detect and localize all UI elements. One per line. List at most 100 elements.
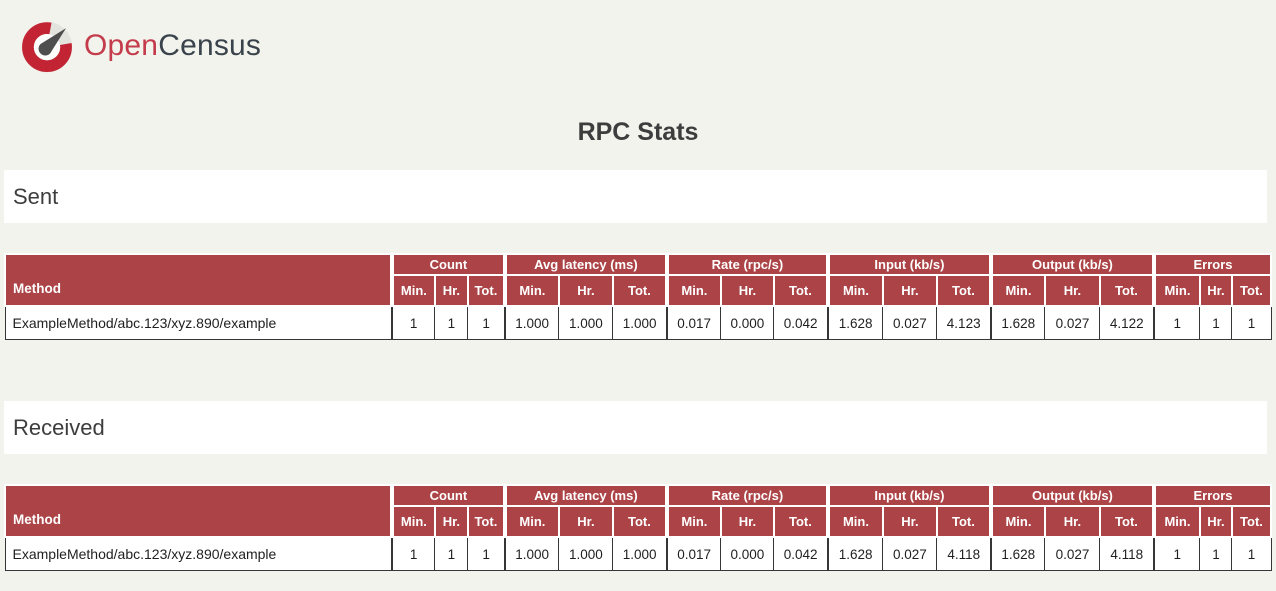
sub-header-avg-latency-hr: Hr.	[557, 274, 614, 307]
sub-header-avg-latency-min: Min.	[502, 274, 560, 307]
method-cell: ExampleMethod/abc.123/xyz.890/example	[4, 305, 393, 340]
value-cell: 1	[434, 536, 469, 571]
sub-header-count-hr: Hr.	[433, 274, 469, 307]
sub-header-row: Min. Hr. Tot. Min. Hr. Tot. Min. Hr. Tot. Min. Hr.…	[5, 274, 1273, 307]
sub-header-rate-min: Min.	[664, 274, 722, 307]
value-cell: 4.122	[1099, 305, 1155, 340]
group-header-avg-latency: Avg latency (ms)	[502, 484, 668, 507]
sub-header-output-tot: Tot.	[1098, 505, 1155, 538]
value-cell: 1.628	[826, 536, 884, 571]
sub-header-errors-hr: Hr.	[1198, 274, 1233, 307]
sent-heading-band: Sent	[4, 170, 1267, 223]
sub-header-output-hr: Hr.	[1043, 505, 1101, 538]
sub-header-count-min: Min.	[389, 505, 436, 538]
sub-header-rate-hr: Hr.	[719, 505, 775, 538]
sub-header-count-tot: Tot.	[466, 505, 506, 538]
sub-header-rate-tot: Tot.	[772, 274, 829, 307]
sub-header-errors-hr: Hr.	[1198, 505, 1233, 538]
group-header-input: Input (kb/s)	[825, 253, 992, 276]
section-received: Received Method Count Avg latency (ms) Rate …	[0, 401, 1276, 571]
group-header-output: Output (kb/s)	[988, 484, 1155, 507]
group-header-count: Count	[389, 484, 506, 507]
value-cell: 4.118	[936, 536, 992, 571]
sub-header-input-hr: Hr.	[881, 505, 938, 538]
sent-stats-table: Method Count Avg latency (ms) Rate (rpc/s) I…	[4, 253, 1273, 340]
sub-header-output-tot: Tot.	[1098, 274, 1155, 307]
group-header-output: Output (kb/s)	[988, 253, 1155, 276]
value-cell: 1.000	[503, 536, 560, 571]
group-header-row: Method Count Avg latency (ms) Rate (rpc/s) I…	[4, 253, 1273, 307]
value-cell: 1	[1231, 305, 1272, 340]
sent-section-title: Sent	[13, 183, 59, 209]
sub-header-avg-latency-tot: Tot.	[611, 505, 668, 538]
sub-header-rate-tot: Tot.	[772, 505, 829, 538]
value-cell: 0.017	[665, 305, 722, 340]
value-cell: 0.027	[882, 536, 938, 571]
value-cell: 1.628	[989, 305, 1046, 340]
sub-header-input-hr: Hr.	[881, 274, 938, 307]
value-cell: 1.628	[826, 305, 884, 340]
method-column-header: Method	[4, 253, 393, 307]
brand-header: OpenCensus	[0, 0, 1276, 80]
sub-header-errors-tot: Tot.	[1230, 505, 1273, 538]
sub-header-rate-hr: Hr.	[719, 274, 775, 307]
value-cell: 1	[1152, 536, 1201, 571]
sub-header-avg-latency-hr: Hr.	[557, 505, 614, 538]
value-cell: 0.000	[720, 536, 775, 571]
value-cell: 0.000	[720, 305, 775, 340]
sub-header-input-min: Min.	[825, 274, 884, 307]
value-cell: 1	[390, 305, 436, 340]
value-cell: 1	[1231, 536, 1272, 571]
value-cell: 4.123	[936, 305, 992, 340]
value-cell: 0.027	[882, 305, 938, 340]
sub-header-avg-latency-tot: Tot.	[611, 274, 668, 307]
value-cell: 4.118	[1099, 536, 1155, 571]
value-cell: 1.000	[612, 536, 668, 571]
method-cell: ExampleMethod/abc.123/xyz.890/example	[4, 536, 393, 571]
sub-header-count-hr: Hr.	[433, 505, 469, 538]
value-cell: 1	[390, 536, 436, 571]
value-cell: 1.000	[558, 305, 614, 340]
sub-header-count-tot: Tot.	[466, 274, 506, 307]
group-header-rate: Rate (rpc/s)	[664, 253, 829, 276]
sub-header-rate-min: Min.	[664, 505, 722, 538]
sub-header-errors-min: Min.	[1151, 274, 1201, 307]
sub-header-output-min: Min.	[988, 274, 1046, 307]
value-cell: 1	[1199, 305, 1233, 340]
value-cell: 1	[1152, 305, 1201, 340]
sub-header-output-min: Min.	[988, 505, 1046, 538]
value-cell: 1.000	[503, 305, 560, 340]
value-cell: 0.017	[665, 536, 722, 571]
stats-sections: Sent Method Count Avg latency (ms) Rate (rpc…	[0, 170, 1276, 571]
sub-header-avg-latency-min: Min.	[502, 505, 560, 538]
brand-name-primary: Open	[84, 29, 159, 62]
table-row: ExampleMethod/abc.123/xyz.890/example 1 1 1…	[4, 305, 1272, 340]
sub-header-input-tot: Tot.	[935, 274, 992, 307]
value-cell: 0.042	[773, 536, 829, 571]
sub-header-input-min: Min.	[825, 505, 884, 538]
received-section-title: Received	[13, 414, 105, 440]
group-header-errors: Errors	[1151, 484, 1273, 507]
brand-name-secondary: Census	[158, 29, 262, 62]
sub-header-count-min: Min.	[389, 274, 436, 307]
value-cell: 1.000	[612, 305, 668, 340]
value-cell: 1	[1199, 536, 1233, 571]
group-header-rate: Rate (rpc/s)	[664, 484, 829, 507]
section-sent: Sent Method Count Avg latency (ms) Rate (rpc…	[0, 170, 1276, 340]
group-header-avg-latency: Avg latency (ms)	[502, 253, 668, 276]
value-cell: 1.000	[558, 536, 614, 571]
table-row: ExampleMethod/abc.123/xyz.890/example 1 1 1…	[4, 536, 1272, 571]
value-cell: 0.042	[773, 305, 829, 340]
value-cell: 0.027	[1044, 536, 1101, 571]
value-cell: 1	[467, 536, 506, 571]
group-header-count: Count	[389, 253, 506, 276]
group-header-errors: Errors	[1151, 253, 1273, 276]
sub-header-input-tot: Tot.	[935, 505, 992, 538]
received-heading-band: Received	[4, 401, 1267, 454]
value-cell: 0.027	[1044, 305, 1101, 340]
page-title: RPC Stats	[577, 118, 699, 146]
opencensus-gauge-logo-icon	[19, 18, 75, 74]
value-cell: 1	[467, 305, 506, 340]
sub-header-row: Min. Hr. Tot. Min. Hr. Tot. Min. Hr. Tot. Min. Hr.…	[5, 505, 1273, 538]
group-header-row: Method Count Avg latency (ms) Rate (rpc/s) I…	[4, 484, 1273, 538]
